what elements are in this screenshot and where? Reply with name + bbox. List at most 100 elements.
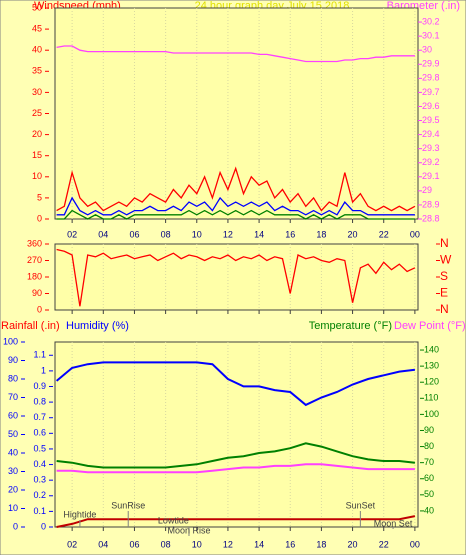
x-tick-label: 06 bbox=[129, 539, 139, 549]
series-line bbox=[56, 166, 416, 212]
y-tick-label: 30.2 bbox=[422, 16, 440, 26]
y-tick-label: 70 bbox=[424, 457, 434, 467]
y-tick-label: 1.1 bbox=[33, 350, 46, 360]
y-tick-label: 0.3 bbox=[33, 475, 46, 485]
y-tick-label: 20 bbox=[8, 484, 18, 494]
y-tick-label: 29.1 bbox=[422, 171, 440, 181]
humidity-label: Humidity (%) bbox=[66, 320, 129, 332]
x-tick-label: 04 bbox=[98, 229, 108, 239]
y-tick-label: 60 bbox=[8, 410, 18, 420]
y-tick-label: 35 bbox=[32, 66, 42, 76]
series-line bbox=[56, 515, 416, 528]
y-tick-label: 120 bbox=[424, 377, 439, 387]
y-tick-label: 40 bbox=[32, 45, 42, 55]
y-tick-label: 10 bbox=[8, 503, 18, 513]
rainfall-label: Rainfall (.in) bbox=[1, 320, 60, 332]
y-tick-label: 270 bbox=[27, 255, 42, 265]
y-tick-label: 5 bbox=[37, 192, 42, 202]
annotation: Moon Set bbox=[374, 518, 413, 528]
y-tick-label: 1 bbox=[41, 365, 46, 375]
y-tick-label: 30 bbox=[32, 87, 42, 97]
x-tick-label: 08 bbox=[161, 539, 171, 549]
annotation: Moon Rise bbox=[167, 525, 210, 535]
y-tick-label: W bbox=[440, 253, 452, 267]
y-tick-label: 50 bbox=[8, 429, 18, 439]
y-tick-label: 20 bbox=[32, 129, 42, 139]
y-tick-label: 15 bbox=[32, 150, 42, 160]
y-tick-label: 360 bbox=[27, 238, 42, 248]
y-tick-label: S bbox=[440, 269, 448, 283]
y-tick-label: 0.8 bbox=[33, 396, 46, 406]
plot-area bbox=[54, 7, 419, 220]
y-tick-label: 180 bbox=[27, 271, 42, 281]
y-tick-label: N bbox=[440, 236, 449, 250]
plot-area bbox=[54, 341, 419, 528]
dewpoint-label: Dew Point (°F) bbox=[394, 320, 466, 332]
y-tick-label: 30 bbox=[8, 466, 18, 476]
x-tick-label: 02 bbox=[67, 539, 77, 549]
y-tick-label: 29.2 bbox=[422, 157, 440, 167]
y-tick-label: 30 bbox=[422, 45, 432, 55]
x-tick-label: 14 bbox=[254, 229, 264, 239]
series-line bbox=[56, 209, 415, 220]
x-tick-label: 16 bbox=[285, 539, 295, 549]
y-tick-label: 90 bbox=[424, 425, 434, 435]
windspeed-label: Windspeed (mph) bbox=[34, 0, 121, 12]
y-tick-label: 0.2 bbox=[33, 490, 46, 500]
y-tick-label: 40 bbox=[8, 447, 18, 457]
x-tick-label: 08 bbox=[161, 229, 171, 239]
barometer-label: Barometer (.in) bbox=[387, 0, 460, 12]
y-tick-label: 50 bbox=[32, 2, 42, 12]
y-tick-label: 29.3 bbox=[422, 143, 440, 153]
y-tick-label: 0.6 bbox=[33, 428, 46, 438]
annotation: SunRise bbox=[111, 500, 145, 510]
y-tick-label: 100 bbox=[3, 336, 18, 346]
y-tick-label: 29.7 bbox=[422, 87, 440, 97]
plot-area bbox=[54, 243, 419, 311]
x-tick-label: 22 bbox=[379, 539, 389, 549]
x-tick-label: 10 bbox=[192, 539, 202, 549]
y-tick-label: 0.7 bbox=[33, 412, 46, 422]
series-line bbox=[56, 196, 415, 216]
y-tick-label: 25 bbox=[32, 108, 42, 118]
y-tick-label: 80 bbox=[8, 373, 18, 383]
series-line bbox=[56, 45, 415, 63]
y-tick-label: 0.1 bbox=[33, 506, 46, 516]
y-tick-label: 28.9 bbox=[422, 199, 440, 209]
y-tick-label: 29.4 bbox=[422, 129, 440, 139]
y-tick-label: 0.5 bbox=[33, 443, 46, 453]
y-tick-label: 50 bbox=[424, 489, 434, 499]
y-tick-label: 29.8 bbox=[422, 73, 440, 83]
y-tick-label: 60 bbox=[424, 473, 434, 483]
y-tick-label: 0.4 bbox=[33, 459, 46, 469]
x-tick-label: 00 bbox=[410, 229, 420, 239]
y-tick-label: 0 bbox=[13, 521, 18, 531]
annotation: Hightide bbox=[63, 509, 96, 519]
series-line bbox=[56, 248, 416, 307]
y-tick-label: 29.6 bbox=[422, 101, 440, 111]
series-line bbox=[55, 361, 416, 407]
x-tick-label: 16 bbox=[285, 229, 295, 239]
y-tick-label: 0.9 bbox=[33, 381, 46, 391]
y-tick-label: 40 bbox=[424, 505, 434, 515]
x-tick-label: 00 bbox=[410, 539, 420, 549]
y-tick-label: 29 bbox=[422, 185, 432, 195]
y-tick-label: N bbox=[440, 302, 449, 316]
x-tick-label: 20 bbox=[348, 539, 358, 549]
x-tick-label: 18 bbox=[316, 229, 326, 239]
y-tick-label: 140 bbox=[424, 344, 439, 354]
chart-title: 24 hour graph day July 15 2018 bbox=[195, 0, 350, 12]
x-tick-label: 10 bbox=[192, 229, 202, 239]
y-tick-label: 130 bbox=[424, 361, 439, 371]
x-tick-label: 14 bbox=[254, 539, 264, 549]
x-tick-label: 20 bbox=[348, 229, 358, 239]
y-tick-label: E bbox=[440, 286, 448, 300]
y-tick-label: 29.5 bbox=[422, 115, 440, 125]
y-tick-label: 80 bbox=[424, 441, 434, 451]
series-line bbox=[56, 463, 415, 474]
y-tick-label: 0 bbox=[41, 521, 46, 531]
x-tick-label: 22 bbox=[379, 229, 389, 239]
x-tick-label: 04 bbox=[98, 539, 108, 549]
y-tick-label: 28.8 bbox=[422, 213, 440, 223]
